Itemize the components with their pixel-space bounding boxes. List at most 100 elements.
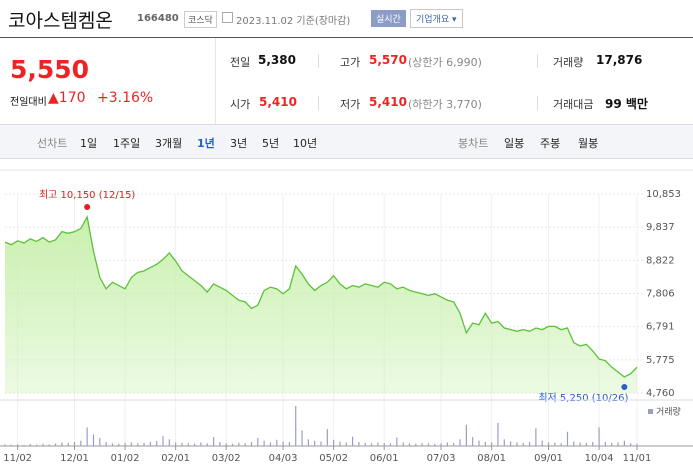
volume-bar: [522, 442, 524, 446]
x-tick-label: 06/01: [370, 453, 399, 464]
tab[interactable]: 일봉: [504, 137, 525, 150]
volume-bar: [194, 443, 196, 446]
separator: [318, 54, 319, 68]
y-tick-label: 6,791: [646, 322, 675, 333]
volume-bar: [282, 441, 284, 446]
stat-value: 5,410: [369, 95, 407, 109]
tab[interactable]: 1주일: [113, 137, 141, 150]
tab[interactable]: 10년: [293, 137, 318, 150]
volume-bar: [295, 406, 297, 446]
volume-bar: [29, 444, 31, 446]
volume-bar: [630, 443, 632, 446]
y-tick-label: 10,853: [646, 189, 681, 200]
volume-bar: [541, 440, 543, 446]
market-badge: 코스닥: [184, 11, 217, 28]
volume-bar: [611, 442, 613, 446]
volume-bar: [269, 442, 272, 446]
volume-bar: [478, 440, 480, 446]
tab[interactable]: 1년: [197, 137, 215, 150]
volume-bar: [427, 443, 430, 446]
volume-bar: [446, 442, 448, 446]
tab[interactable]: 주봉: [540, 137, 561, 150]
stat-limit: (상한가 6,990): [408, 56, 482, 69]
tab[interactable]: 3개월: [155, 137, 183, 150]
volume-bar: [497, 422, 499, 446]
stat-label: 저가: [340, 98, 361, 111]
volume-bar: [377, 442, 379, 446]
volume-bar: [48, 444, 50, 446]
volume-bar: [320, 441, 322, 446]
volume-bar: [623, 440, 625, 446]
x-tick-label: 04/03: [269, 453, 298, 464]
volume-bar: [80, 440, 82, 446]
volume-bar: [162, 436, 164, 446]
date: 2023.11.02 기준(장마감): [236, 16, 351, 27]
separator: [318, 96, 319, 110]
volume-bar: [10, 444, 12, 446]
tab[interactable]: 3년: [230, 137, 248, 150]
volume-bar: [560, 443, 562, 446]
volume-bar: [36, 444, 38, 446]
volume-bar: [244, 443, 246, 446]
price-box: 5,550 전일대비 ▲170 +3.16%: [0, 38, 216, 124]
period-tabs: 선차트 봉차트 1일 1주일 3개월 1년 3년 5년 10년 일봉 주봉 월봉: [0, 124, 693, 159]
extreme-label: 최저 5,250 (10/26): [538, 392, 628, 404]
tab-group-label: 봉차트: [458, 137, 489, 150]
volume-bar: [67, 442, 69, 446]
volume-bar: [453, 442, 455, 446]
volume-bar: [364, 442, 366, 446]
x-tick-label: 07/03: [427, 453, 456, 464]
volume-bar: [528, 442, 531, 446]
volume-bar: [130, 442, 132, 446]
stat-label: 거래대금: [553, 98, 594, 111]
volume-bar: [187, 443, 189, 446]
volume-bar: [86, 427, 88, 446]
volume-icon: [648, 409, 653, 414]
volume-bar: [118, 443, 120, 446]
x-tick-label: 11/01: [623, 453, 652, 464]
volume-bar: [257, 438, 259, 446]
volume-bar: [212, 437, 215, 446]
volume-bar: [465, 424, 467, 446]
separator: [537, 54, 538, 68]
volume-bar: [137, 443, 139, 446]
x-tick-label: 09/01: [534, 453, 563, 464]
tab[interactable]: 월봉: [578, 137, 599, 150]
x-tick-label: 10/04: [585, 453, 614, 464]
volume-bar: [402, 442, 404, 446]
volume-bar: [573, 441, 575, 446]
volume-bar: [61, 442, 63, 446]
stat-label: 시가: [230, 98, 251, 111]
volume-bar: [250, 442, 253, 446]
volume-bar: [617, 442, 619, 446]
volume-bar: [156, 441, 158, 446]
y-tick-label: 7,806: [646, 289, 675, 300]
volume-bar: [434, 443, 436, 446]
separator: [537, 96, 538, 110]
volume-bar: [339, 441, 341, 446]
tab[interactable]: 5년: [262, 137, 280, 150]
y-tick-label: 5,775: [646, 355, 675, 366]
volume-bar: [516, 442, 518, 446]
stat-label: 고가: [340, 56, 361, 69]
volume-bar: [301, 430, 303, 446]
stock-name: 코아스템켐온: [8, 10, 113, 32]
volume-bar: [225, 443, 227, 446]
volume-bar: [383, 442, 385, 446]
x-tick-label: 03/02: [212, 453, 241, 464]
volume-bar: [484, 442, 486, 446]
volume-bar: [143, 442, 145, 446]
company-button[interactable]: 기업개요 ▾: [410, 9, 463, 28]
volume-bar: [238, 442, 240, 446]
extreme-label: 최고 10,150 (12/15): [39, 189, 135, 201]
realtime-button[interactable]: 실시간: [371, 10, 406, 27]
volume-bar: [408, 443, 411, 446]
volume-bar: [415, 443, 417, 446]
tab[interactable]: 1일: [80, 137, 98, 150]
volume-bar: [111, 443, 114, 446]
volume-bar: [503, 439, 505, 446]
volume-bar: [472, 437, 474, 446]
tab-group-label: 선차트: [37, 137, 68, 150]
volume-bar: [491, 442, 493, 446]
volume-bar: [200, 442, 202, 446]
